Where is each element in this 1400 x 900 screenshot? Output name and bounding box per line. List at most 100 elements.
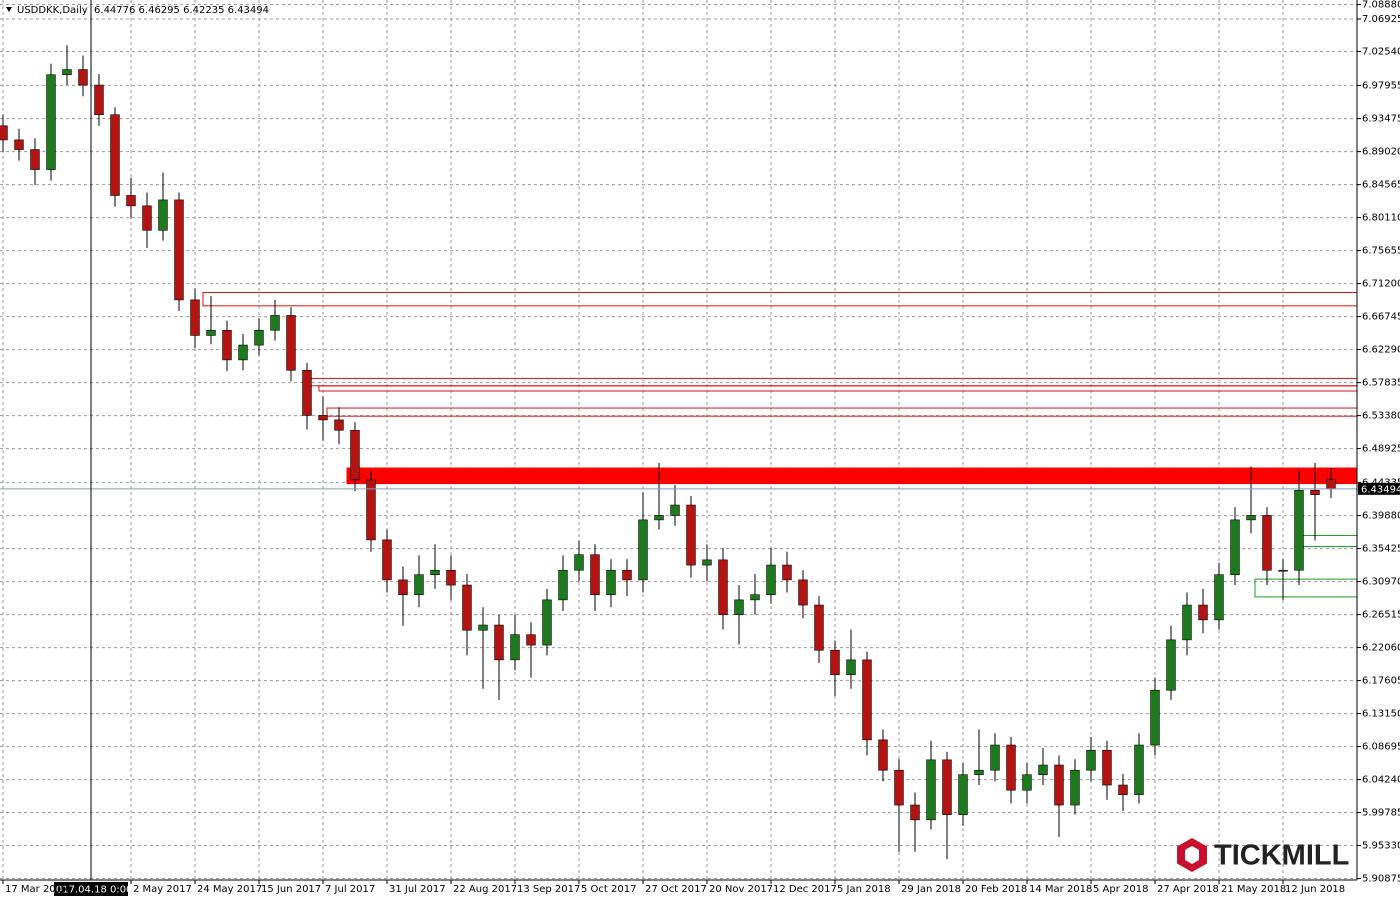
candle-body (382, 539, 392, 581)
y-tick-label: 6.39880 (1362, 511, 1400, 522)
candle-body (318, 415, 328, 421)
menu-triangle[interactable] (6, 7, 12, 12)
candle-body (734, 599, 744, 615)
candle-body (606, 569, 616, 595)
candle-body (494, 624, 504, 661)
candle-body (1054, 764, 1064, 806)
candle-body (958, 774, 968, 815)
y-tick-label: 6.35425 (1362, 544, 1400, 555)
y-tick-label: 6.66745 (1362, 312, 1400, 323)
x-tick-label: 27 Oct 2017 (645, 884, 707, 895)
candle-body (206, 329, 216, 336)
y-tick-label: 6.62290 (1362, 345, 1400, 356)
candle-body (1198, 604, 1208, 621)
y-tick-label: 5.90875 (1362, 874, 1400, 885)
candle-body (670, 504, 680, 516)
candle-body (510, 634, 520, 661)
candle-body (1182, 604, 1192, 641)
y-tick-label: 6.26515 (1362, 610, 1400, 621)
x-tick-label: 5 Apr 2018 (1093, 884, 1148, 895)
y-tick-label: 6.89020 (1362, 147, 1400, 158)
x-tick-label: 20 Nov 2017 (709, 884, 773, 895)
candle-body (334, 419, 344, 431)
candle-body (910, 804, 920, 821)
candle-body (174, 199, 184, 301)
y-tick-label: 6.30970 (1362, 577, 1400, 588)
logo: TICKMILL (1177, 838, 1349, 872)
candle-body (126, 195, 136, 207)
candle-body (14, 139, 24, 150)
candle-body (1246, 515, 1256, 521)
candle-body (302, 369, 312, 416)
candle-body (1278, 569, 1288, 572)
candle-body (798, 579, 808, 606)
x-tick-label: 21 May 2018 (1221, 884, 1286, 895)
x-tick-label: 31 Jul 2017 (389, 884, 446, 895)
y-tick-label: 6.22060 (1362, 643, 1400, 654)
candle-body (46, 74, 56, 170)
candle-body (222, 329, 232, 361)
candle-body (814, 604, 824, 651)
candle-body (878, 739, 888, 771)
y-tick-label: 7.08880 (1362, 0, 1400, 11)
candle-body (1230, 519, 1240, 575)
candle-body (718, 559, 728, 615)
x-tick-label: 20 Feb 2018 (965, 884, 1027, 895)
x-tick-label: 17 Mar 2017 (5, 884, 68, 895)
candle-body (1294, 489, 1304, 571)
current-price-label: 6.43494 (1361, 484, 1400, 495)
y-tick-label: 7.02540 (1362, 46, 1400, 57)
y-tick-label: 6.13150 (1362, 709, 1400, 720)
candle-body (462, 584, 472, 631)
y-tick-label: 6.71200 (1362, 279, 1400, 290)
current-price-box (1358, 482, 1400, 495)
candle-body (1070, 769, 1080, 806)
candle-body (286, 315, 296, 371)
y-tick-label: 6.97955 (1362, 80, 1400, 91)
candle-body (1102, 749, 1112, 786)
candle-body (414, 574, 424, 595)
y-tick-label: 6.84565 (1362, 180, 1400, 191)
candle-body (974, 769, 984, 775)
y-tick-label: 6.04240 (1362, 775, 1400, 786)
candle-body (398, 579, 408, 595)
candle-body (1134, 744, 1144, 795)
x-tick-label: 15 Jun 2017 (261, 884, 321, 895)
y-tick-label: 6.75655 (1362, 246, 1400, 257)
y-tick-label: 6.08695 (1362, 742, 1400, 753)
candle-body (366, 479, 376, 541)
candle-body (1006, 744, 1016, 791)
candle-body (590, 554, 600, 595)
candle-body (942, 759, 952, 815)
candle-body (702, 559, 712, 566)
y-tick-label: 6.80110 (1362, 213, 1400, 224)
candle-body (766, 564, 776, 595)
candle-body (478, 624, 488, 631)
candle-body (1310, 489, 1320, 495)
candle-body (894, 769, 904, 806)
logo-text: TICKMILL (1214, 840, 1349, 872)
x-tick-label: 14 Mar 2018 (1029, 884, 1092, 895)
x-tick-label: 29 Jan 2018 (901, 884, 961, 895)
y-tick-label: 5.95330 (1362, 841, 1400, 852)
candle-body (190, 299, 200, 336)
x-tick-label: 7 Jul 2017 (325, 884, 375, 895)
x-tick-label: 12 Dec 2017 (773, 884, 837, 895)
candle-body (254, 329, 264, 346)
candle-body (574, 554, 584, 571)
x-tick-label: 12 Jun 2018 (1285, 884, 1345, 895)
candle-body (990, 744, 1000, 771)
y-tick-label: 6.48925 (1362, 444, 1400, 455)
candle-body (94, 84, 104, 116)
candle-body (686, 504, 696, 566)
candles (0, 45, 1336, 860)
candle-body (1118, 784, 1128, 795)
candle-body (862, 659, 872, 741)
candle-body (1214, 574, 1224, 621)
candle-body (558, 569, 568, 601)
y-tick-label: 6.57835 (1362, 378, 1400, 389)
candle-body (846, 659, 856, 675)
zones (202, 291, 1358, 598)
candle-body (0, 125, 8, 141)
